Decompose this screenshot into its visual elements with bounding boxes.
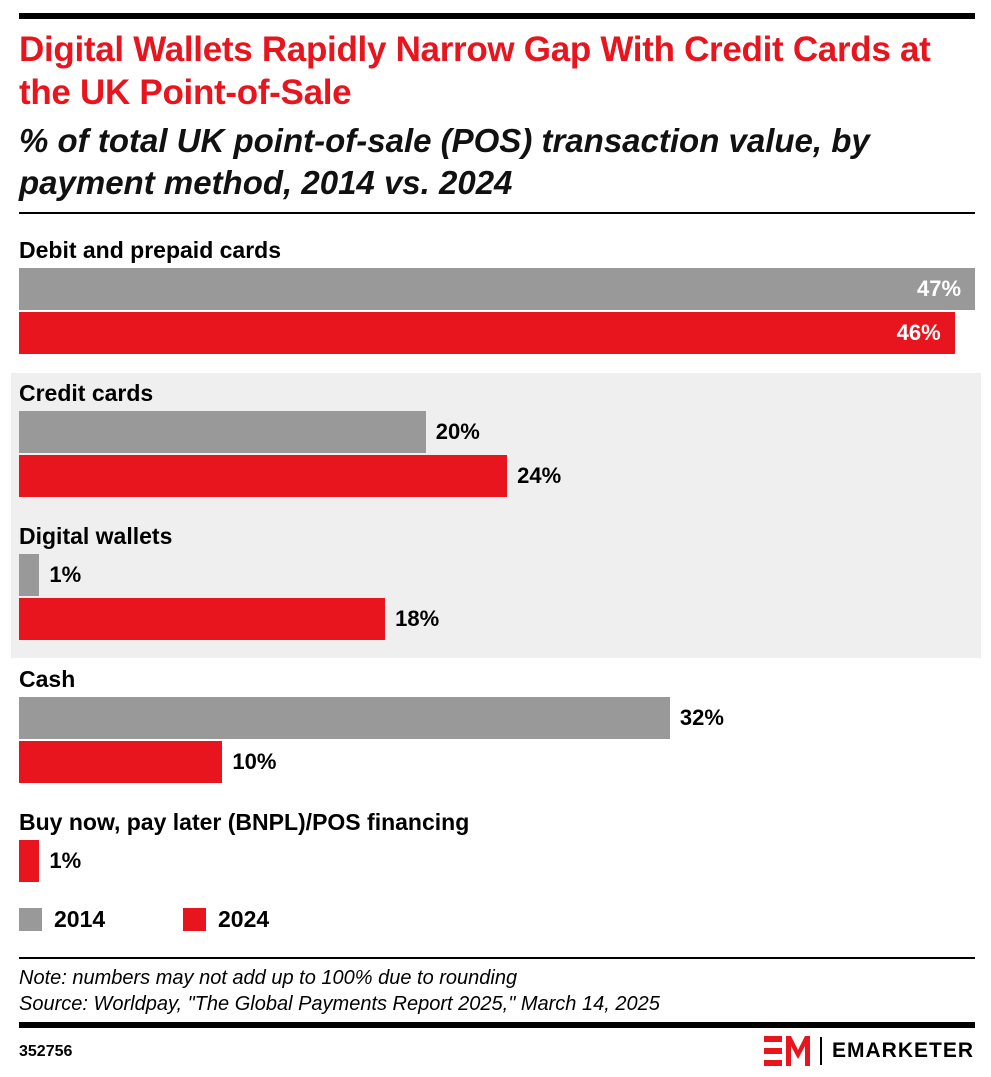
bar-digital-wallets-2024 (19, 598, 386, 640)
category-label-debit-and-prepaid-cards: Debit and prepaid cards (19, 237, 282, 263)
note-text: Note: numbers may not add up to 100% due… (19, 967, 518, 989)
value-label-credit-cards-2024: 24% (517, 463, 562, 488)
chart-subtitle: % of total UK point-of-sale (POS) transa… (19, 122, 870, 201)
value-label-cash-2024: 10% (232, 749, 277, 774)
bar-cash-2014 (19, 697, 670, 739)
chart-id: 352756 (19, 1043, 73, 1060)
emarketer-logo: EMARKETER (763, 1036, 974, 1066)
bar-buy-now-pay-later-bnpl-pos-financing-2024 (19, 840, 40, 882)
legend-item-2014: 2014 (19, 905, 105, 933)
em-logo-icon (763, 1036, 810, 1066)
category-label-credit-cards: Credit cards (19, 380, 154, 406)
legend-swatch-2014 (19, 907, 42, 931)
logo-separator (819, 1037, 822, 1065)
chart-title: Digital Wallets Rapidly Narrow Gap With … (19, 30, 931, 112)
value-label-credit-cards-2014: 20% (435, 419, 480, 444)
legend-label-2014: 2014 (54, 905, 106, 932)
value-label-cash-2014: 32% (679, 705, 724, 730)
bar-credit-cards-2014 (19, 411, 426, 453)
value-label-digital-wallets-2014: 1% (49, 562, 82, 587)
value-label-debit-and-prepaid-cards-2014: 47% (917, 276, 962, 301)
bottom-rule (19, 1022, 975, 1028)
top-rule (19, 13, 975, 19)
footnote: Note: numbers may not add up to 100% due… (19, 965, 660, 1017)
category-label-buy-now-pay-later-bnpl-pos-financing: Buy now, pay later (BNPL)/POS financing (19, 809, 470, 835)
category-label-digital-wallets: Digital wallets (19, 523, 173, 549)
source-text: Source: Worldpay, "The Global Payments R… (19, 993, 660, 1015)
category-label-cash: Cash (19, 666, 76, 692)
value-label-digital-wallets-2024: 18% (395, 606, 440, 631)
value-label-buy-now-pay-later-bnpl-pos-financing-2024: 1% (49, 848, 82, 873)
bar-cash-2024 (19, 741, 223, 783)
bar-credit-cards-2024 (19, 455, 508, 497)
bar-debit-and-prepaid-cards-2024 (19, 312, 955, 354)
brand-name: EMARKETER (831, 1039, 974, 1062)
header-divider (19, 212, 975, 214)
bar-debit-and-prepaid-cards-2014 (19, 268, 975, 310)
footer-divider (19, 957, 975, 959)
legend-swatch-2024 (183, 907, 206, 931)
legend-item-2024: 2024 (183, 905, 269, 933)
legend-label-2024: 2024 (218, 905, 270, 932)
value-label-debit-and-prepaid-cards-2024: 46% (896, 320, 941, 345)
bar-digital-wallets-2014 (19, 554, 40, 596)
